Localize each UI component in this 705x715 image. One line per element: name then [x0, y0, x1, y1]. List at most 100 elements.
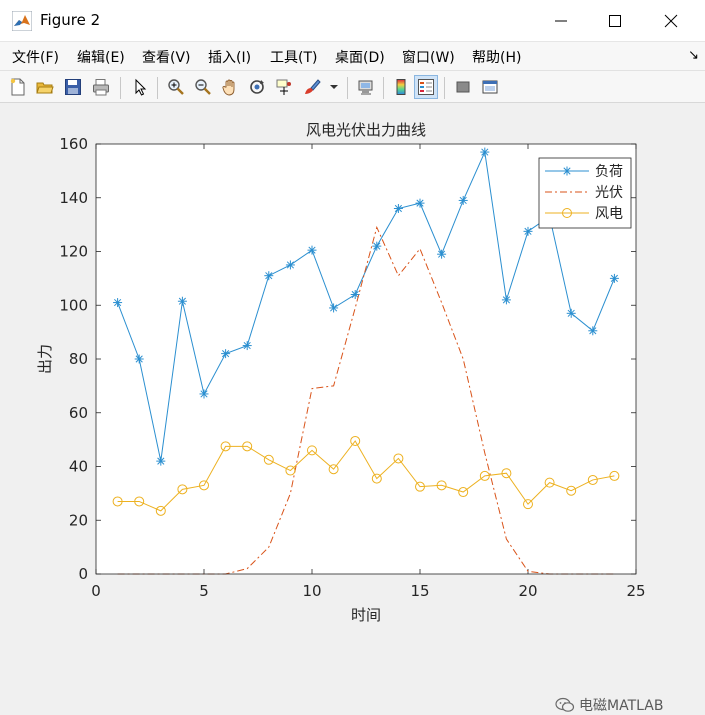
minimize-button[interactable] — [535, 0, 587, 42]
data-cursor-button[interactable] — [272, 75, 296, 99]
close-button[interactable] — [645, 0, 697, 42]
legend-label: 光伏 — [595, 185, 623, 201]
data-point-load — [264, 271, 274, 281]
save-icon — [65, 79, 81, 95]
data-point-load — [134, 354, 144, 364]
data-point-wind — [436, 480, 447, 491]
toolbar-separator — [383, 77, 384, 99]
link-button[interactable] — [354, 75, 378, 99]
pointer-icon — [135, 78, 147, 96]
legend-marker — [562, 166, 572, 176]
toolbar-separator — [157, 77, 158, 99]
toolbar-separator — [444, 77, 445, 99]
data-point-load — [393, 204, 403, 213]
menu-help[interactable]: 帮助(H) — [472, 50, 522, 66]
x-axis-label: 时间 — [351, 606, 381, 624]
maximize-button[interactable] — [589, 0, 641, 42]
save-button[interactable] — [61, 75, 85, 99]
dock-icon — [482, 80, 498, 94]
series-line-pv — [117, 225, 615, 575]
data-point-wind — [177, 484, 188, 495]
dock-button[interactable] — [478, 75, 502, 99]
load-wind-pv-chart[interactable]: 0 5 10 15 20 25 0 20 40 60 80 100 120 140 160 风电光伏出力曲线… — [0, 103, 705, 633]
data-point-wind — [544, 477, 555, 488]
data-point-load — [242, 341, 252, 351]
data-point-load — [221, 349, 231, 359]
legend-button[interactable] — [414, 75, 438, 99]
print-icon — [93, 79, 109, 96]
data-point-wind — [350, 435, 361, 446]
data-point-wind — [220, 441, 231, 452]
data-point-load — [177, 296, 187, 306]
data-point-wind — [415, 481, 425, 492]
y-tick-label: 100 — [59, 296, 88, 314]
rotate-icon — [250, 80, 264, 94]
rotate-button[interactable] — [245, 75, 269, 99]
zoom-in-icon — [168, 79, 184, 95]
figure-canvas: 0 5 10 15 20 25 0 20 40 60 80 100 120 140 160 风电光伏出力曲线… — [0, 103, 705, 714]
brush-dropdown-button[interactable] — [326, 75, 342, 99]
menu-view[interactable]: 查看(V) — [142, 50, 191, 66]
pan-button[interactable] — [218, 75, 242, 99]
hide-tools-button[interactable] — [451, 75, 475, 99]
y-tick-label: 60 — [69, 404, 88, 422]
menu-file[interactable]: 文件(F) — [12, 50, 59, 66]
legend-item-load[interactable]: 负荷 — [545, 164, 623, 180]
data-point-wind — [566, 485, 577, 496]
axis-ticks: 0 5 10 15 20 25 0 20 40 60 80 100 120 140 160 — [59, 135, 645, 600]
data-point-load — [329, 303, 339, 313]
plot-frame — [95, 143, 637, 575]
menu-bar: 文件(F) 编辑(E) 查看(V) 插入(I) 工具(T) 桌面(D) 窗口(W… — [0, 42, 705, 70]
data-point-load — [480, 147, 490, 157]
x-tick-label: 15 — [410, 582, 429, 600]
data-point-wind — [285, 465, 296, 476]
menu-tools[interactable]: 工具(T) — [270, 50, 318, 66]
watermark-text: 电磁MATLAB — [579, 698, 664, 714]
y-tick-label: 40 — [69, 458, 88, 476]
data-point-wind — [307, 445, 317, 456]
open-button[interactable] — [33, 75, 57, 99]
data-point-load — [609, 273, 619, 283]
data-point-load — [566, 308, 576, 318]
zoom-in-button[interactable] — [164, 75, 188, 99]
data-point-wind — [523, 499, 533, 510]
colorbar-button[interactable] — [389, 75, 413, 99]
x-tick-label: 5 — [199, 582, 209, 600]
legend-label: 风电 — [595, 206, 623, 222]
legend-marker — [562, 208, 572, 218]
legend-label: 负荷 — [595, 164, 623, 180]
menu-overflow-icon[interactable]: ↘ — [688, 48, 699, 63]
menu-insert[interactable]: 插入(I) — [208, 50, 252, 66]
chart-title: 风电光伏出力曲线 — [306, 121, 426, 139]
wechat-icon — [555, 697, 575, 712]
close-icon — [664, 14, 678, 28]
print-button[interactable] — [89, 75, 113, 99]
data-point-load — [588, 326, 598, 336]
data-point-load — [285, 260, 295, 270]
new-figure-button[interactable] — [6, 75, 30, 99]
legend-box — [538, 157, 632, 229]
menu-edit[interactable]: 编辑(E) — [77, 50, 125, 66]
series-pv — [117, 225, 615, 575]
brush-icon — [305, 79, 321, 94]
maximize-icon — [609, 15, 621, 27]
menu-window[interactable]: 窗口(W) — [402, 50, 455, 66]
pointer-button[interactable] — [128, 75, 152, 99]
data-point-wind — [263, 454, 274, 465]
legend-item-pv[interactable]: 光伏 — [545, 185, 623, 201]
brush-button[interactable] — [300, 75, 324, 99]
menu-desktop[interactable]: 桌面(D) — [335, 50, 385, 66]
y-tick-label: 80 — [69, 350, 88, 368]
x-tick-label: 10 — [302, 582, 321, 600]
legend-icon — [418, 79, 434, 95]
chevron-down-icon — [330, 85, 338, 89]
data-point-load — [199, 389, 209, 399]
legend-item-wind[interactable]: 风电 — [545, 206, 623, 222]
series-layer — [112, 147, 620, 575]
toolbar-separator — [120, 77, 121, 99]
data-point-wind — [242, 441, 253, 452]
zoom-out-button[interactable] — [191, 75, 215, 99]
y-tick-label: 20 — [69, 511, 88, 529]
series-wind — [112, 435, 620, 516]
